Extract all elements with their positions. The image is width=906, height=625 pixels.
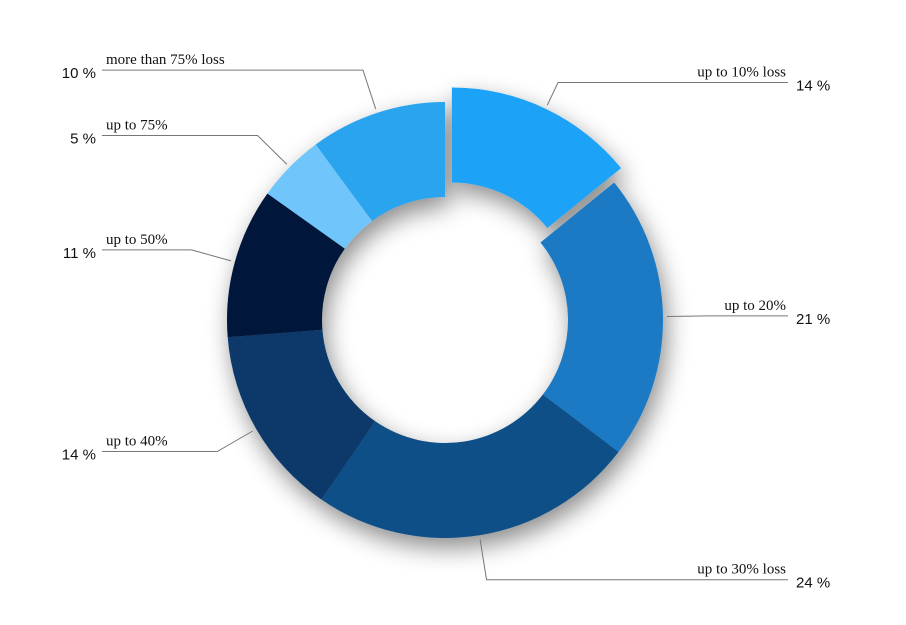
leader-line	[479, 539, 788, 581]
donut-slice	[227, 329, 376, 500]
value-label: 24 %	[796, 575, 830, 592]
value-label: 21 %	[796, 311, 830, 328]
slice-label: up to 20%	[724, 298, 786, 314]
slice-label: up to 40%	[106, 434, 168, 450]
donut	[227, 87, 664, 539]
donut-slice	[267, 144, 373, 249]
leader-line	[546, 82, 788, 106]
slice-label: more than 75% loss	[106, 52, 225, 68]
leader-line	[102, 69, 377, 110]
donut-slice	[540, 182, 664, 453]
value-label: 11 %	[63, 245, 96, 262]
slice-label: up to 10% loss	[697, 65, 786, 81]
slice-label: up to 75%	[106, 118, 168, 134]
slice-label: up to 30% loss	[697, 562, 786, 578]
leader-line	[102, 430, 253, 452]
value-label: 5 %	[70, 130, 96, 147]
value-label: 14 %	[62, 446, 96, 463]
labels: up to 10% loss 14 % up to 20% 21 % up to 30%…	[62, 52, 830, 592]
slice-label: up to 50%	[106, 232, 168, 248]
leader-line	[102, 135, 288, 165]
leader-line	[666, 315, 788, 317]
leader-line	[102, 249, 232, 262]
value-label: 10 %	[62, 65, 96, 82]
donut-slice	[321, 394, 619, 539]
donut-slice	[451, 87, 622, 228]
donut-slice	[315, 102, 445, 221]
donut-slice	[227, 193, 345, 338]
value-label: 14 %	[796, 77, 830, 94]
